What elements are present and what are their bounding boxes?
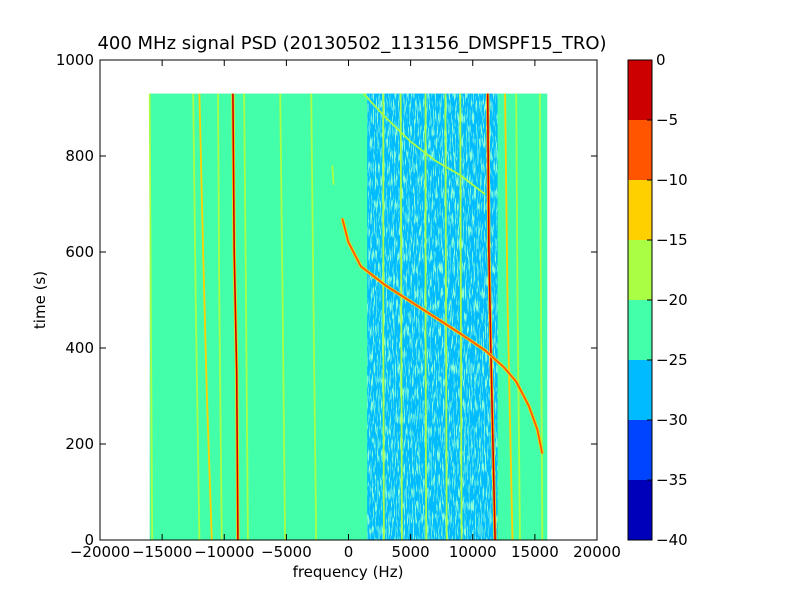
line-15 bbox=[504, 93, 514, 540]
colorbar-level bbox=[628, 300, 652, 360]
line-8 bbox=[310, 93, 318, 540]
heatmap-layer bbox=[148, 92, 548, 540]
chart-title: 400 MHz signal PSD (20130502_113156_DMSP… bbox=[97, 33, 606, 54]
strong-line-1 bbox=[232, 93, 239, 540]
x-tick-label: 5000 bbox=[392, 543, 430, 561]
colorbar-tick-label: −40 bbox=[656, 531, 688, 549]
strong-line-2 bbox=[486, 93, 496, 540]
y-tick-label: 1000 bbox=[56, 51, 94, 69]
colorbar-tick-label: −10 bbox=[656, 171, 688, 189]
colorbar-tick-label: −25 bbox=[656, 351, 688, 369]
colorbar-level bbox=[628, 480, 652, 540]
y-axis-label: time (s) bbox=[31, 271, 49, 329]
line-11 bbox=[399, 93, 403, 540]
y-tick-label: 600 bbox=[65, 243, 94, 261]
line-16 bbox=[515, 93, 521, 540]
line-9 bbox=[148, 93, 154, 540]
colorbar-level bbox=[628, 420, 652, 480]
y-tick-label: 200 bbox=[65, 435, 94, 453]
signal-lines bbox=[148, 92, 544, 540]
colorbar-level bbox=[628, 120, 652, 180]
x-tick-label: 15000 bbox=[511, 543, 559, 561]
colorbar-level bbox=[628, 60, 652, 120]
colorbar-tick-label: 0 bbox=[656, 51, 666, 69]
line-7 bbox=[279, 93, 286, 540]
line-10 bbox=[382, 93, 385, 540]
colorbar-tick-label: −15 bbox=[656, 231, 688, 249]
line-17 bbox=[538, 93, 544, 540]
line-3 bbox=[198, 93, 213, 540]
colorbar-level bbox=[628, 240, 652, 300]
line-14 bbox=[459, 93, 463, 540]
x-tick-label: −5000 bbox=[261, 543, 312, 561]
colorbar-tick-label: −20 bbox=[656, 291, 688, 309]
doppler-arc bbox=[341, 218, 544, 454]
y-tick-label: 0 bbox=[84, 531, 94, 549]
colorbar-tick-label: −35 bbox=[656, 471, 688, 489]
x-tick-label: −15000 bbox=[132, 543, 192, 561]
colorbar-level bbox=[628, 360, 652, 420]
x-axis: −20000 −15000 −10000 −5000 0 5000 10000 15000 20… bbox=[70, 60, 621, 561]
colorbar: 0 −5 −10 −15 −20 −25 −30 −35 −40 bbox=[627, 51, 688, 549]
x-tick-label: 0 bbox=[344, 543, 354, 561]
y-axis: 0 200 400 600 800 1000 bbox=[56, 51, 597, 549]
upper-diagonal bbox=[362, 92, 486, 196]
line-12 bbox=[424, 93, 428, 540]
line-4 bbox=[192, 93, 201, 540]
colorbar-tick-label: −5 bbox=[656, 111, 678, 129]
x-tick-label: 10000 bbox=[449, 543, 497, 561]
x-tick-label: −20000 bbox=[70, 543, 130, 561]
line-6 bbox=[243, 93, 249, 540]
colorbar-tick-label: −30 bbox=[656, 411, 688, 429]
y-tick-label: 800 bbox=[65, 147, 94, 165]
x-tick-label: 20000 bbox=[573, 543, 621, 561]
x-axis-label: frequency (Hz) bbox=[293, 563, 404, 581]
x-tick-label: −10000 bbox=[194, 543, 254, 561]
y-tick-label: 400 bbox=[65, 339, 94, 357]
short-segment bbox=[331, 165, 335, 185]
line-5 bbox=[217, 93, 223, 540]
colorbar-level bbox=[628, 180, 652, 240]
